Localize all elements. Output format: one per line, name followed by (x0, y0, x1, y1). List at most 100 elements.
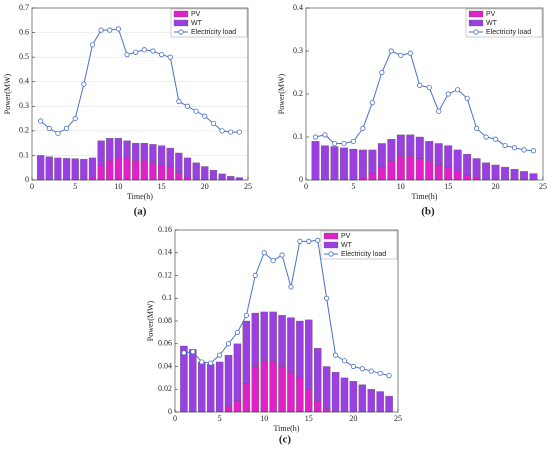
bar-wt (106, 138, 114, 161)
bar-wt (62, 158, 71, 181)
x-tick-label: 0 (173, 414, 177, 423)
bar-pv (157, 165, 166, 181)
x-tick-label: 25 (244, 182, 252, 191)
bar-pv (106, 160, 114, 181)
bar-wt (218, 173, 226, 181)
load-point (350, 138, 356, 144)
bar-pv (377, 166, 386, 181)
bar-wt (157, 145, 166, 166)
bar-wt (132, 142, 140, 161)
y-tick-label: 0.4 (19, 77, 29, 86)
load-point (228, 129, 234, 135)
legend: PV WT Electricity load (170, 8, 248, 38)
bar-wt (434, 143, 443, 166)
y-tick-label: 0.1 (293, 132, 303, 141)
bar-wt (368, 149, 377, 174)
bar-wt (322, 366, 331, 409)
bar-pv (472, 177, 481, 181)
x-tick-label: 5 (218, 414, 222, 423)
legend-swatch (323, 232, 339, 240)
bar-pv (387, 160, 396, 181)
load-point (360, 125, 366, 131)
bar-pv (296, 377, 304, 413)
load-point (243, 312, 249, 318)
load-point (341, 140, 347, 147)
bar-pv (406, 156, 415, 181)
legend-label: PV (191, 11, 201, 18)
load-point (219, 128, 225, 134)
bar-pv (287, 372, 295, 413)
y-tick-label: 0.6 (19, 27, 29, 36)
load-line (315, 50, 534, 152)
bar-pv (97, 165, 105, 181)
bar-pv (463, 175, 472, 181)
legend-label: PV (341, 233, 351, 240)
bar-pv (278, 366, 286, 413)
load-point (386, 372, 392, 379)
x-tick-label: 20 (349, 414, 357, 423)
bar-wt (45, 156, 53, 181)
x-axis-label: Time(h) (274, 424, 300, 433)
load-point (210, 120, 217, 127)
load-point (417, 82, 423, 89)
bar-wt (491, 164, 500, 181)
bar-wt (140, 142, 148, 161)
load-point (502, 143, 508, 149)
load-point (208, 360, 214, 366)
legend-swatch (173, 10, 189, 18)
y-tick-label: 0.2 (293, 89, 303, 98)
load-point (464, 95, 470, 101)
load-point (474, 125, 480, 131)
bar-pv (242, 383, 251, 413)
y-axis-label: Power(MW) (277, 73, 286, 114)
load-point (81, 81, 87, 87)
legend-swatch (323, 241, 339, 249)
bar-wt (269, 311, 277, 361)
load-point (236, 129, 242, 135)
bar-wt (321, 145, 329, 181)
bar-wt (37, 155, 45, 181)
y-tick-label: 0.12 (158, 270, 172, 279)
load-point (398, 52, 404, 58)
bar-wt (97, 140, 105, 166)
bar-wt (358, 149, 367, 178)
legend: PV WT Electricity load (465, 8, 543, 38)
bar-wt (406, 134, 415, 157)
caption: (a) (134, 206, 147, 218)
load-point (279, 252, 285, 258)
bar-wt (501, 166, 510, 181)
bar-wt (71, 158, 79, 181)
bar-pv (434, 164, 443, 181)
load-point (388, 48, 394, 54)
x-tick-label: 25 (394, 414, 402, 423)
y-tick-label: 0.08 (158, 316, 172, 325)
bar-wt (358, 384, 367, 413)
load-point (234, 329, 241, 335)
bar-wt (331, 372, 340, 413)
bar-pv (444, 166, 453, 181)
y-tick-label: 0 (299, 175, 303, 184)
x-axis-label: Time(h) (412, 192, 438, 201)
x-tick-label: 0 (304, 182, 308, 191)
bar-wt (472, 158, 481, 179)
bar-wt (330, 146, 339, 181)
y-tick-label: 0.04 (158, 361, 172, 370)
load-point (369, 100, 375, 106)
load-point (511, 145, 518, 151)
x-tick-label: 20 (492, 182, 500, 191)
y-tick-label: 0 (25, 175, 29, 184)
bar-wt (482, 162, 491, 181)
load-point (141, 47, 147, 53)
bar-pv (269, 360, 277, 413)
load-point (217, 352, 223, 358)
y-tick-label: 0.1 (19, 150, 29, 159)
load-point (445, 91, 451, 97)
load-point (315, 237, 321, 243)
bar-pv (314, 400, 322, 413)
legend-label: Electricity load (486, 29, 531, 36)
load-point (167, 54, 173, 60)
bar-pv (149, 162, 157, 181)
load-point (455, 87, 461, 93)
load-point (521, 147, 527, 153)
